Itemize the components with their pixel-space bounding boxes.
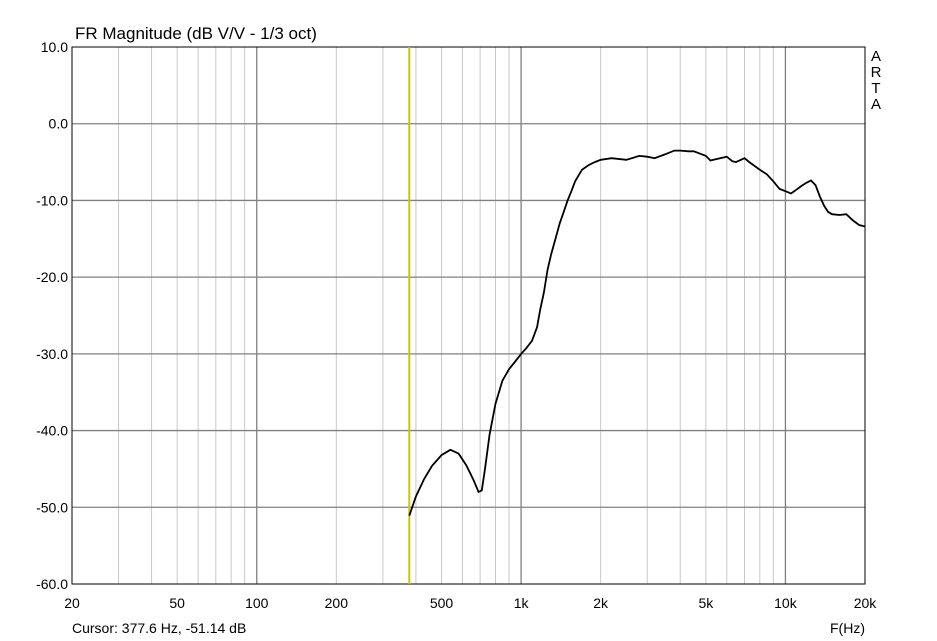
major-gridlines [72, 47, 865, 584]
x-tick-labels: 20 50 100 200 500 1k 2k 5k 10k 20k [64, 595, 877, 611]
cursor-readout: Cursor: 377.6 Hz, -51.14 dB [72, 620, 246, 636]
arta-letter-1: A [871, 48, 881, 65]
arta-letter-3: T [871, 80, 880, 97]
x-tick-label: 500 [430, 595, 454, 611]
x-tick-label: 2k [593, 595, 609, 611]
fr-curve [408, 149, 866, 516]
x-tick-label: 50 [169, 595, 185, 611]
x-tick-label: 20 [64, 595, 80, 611]
y-tick-label: -50.0 [36, 499, 68, 515]
y-tick-label: -10.0 [36, 192, 68, 208]
x-tick-label: 100 [245, 595, 269, 611]
arta-letter-2: R [871, 64, 882, 81]
x-tick-label: 20k [854, 595, 878, 611]
x-tick-label: 5k [698, 595, 714, 611]
x-axis-label: F(Hz) [830, 620, 865, 636]
arta-label: A R T A [871, 48, 882, 113]
y-tick-label: -20.0 [36, 269, 68, 285]
y-tick-label: -40.0 [36, 423, 68, 439]
minor-gridlines [118, 47, 774, 584]
x-tick-label: 10k [774, 595, 798, 611]
x-tick-label: 200 [325, 595, 349, 611]
x-tick-label: 1k [514, 595, 530, 611]
y-tick-label: 0.0 [49, 116, 69, 132]
y-tick-label: 10.0 [41, 39, 68, 55]
arta-letter-4: A [871, 96, 881, 113]
y-tick-labels: 10.0 0.0 -10.0 -20.0 -30.0 -40.0 -50.0 -60.0 [36, 39, 68, 592]
plot-frame [71, 46, 866, 585]
y-tick-label: -60.0 [36, 576, 68, 592]
y-tick-label: -30.0 [36, 346, 68, 362]
chart-title: FR Magnitude (dB V/V - 1/3 oct) [75, 24, 317, 43]
